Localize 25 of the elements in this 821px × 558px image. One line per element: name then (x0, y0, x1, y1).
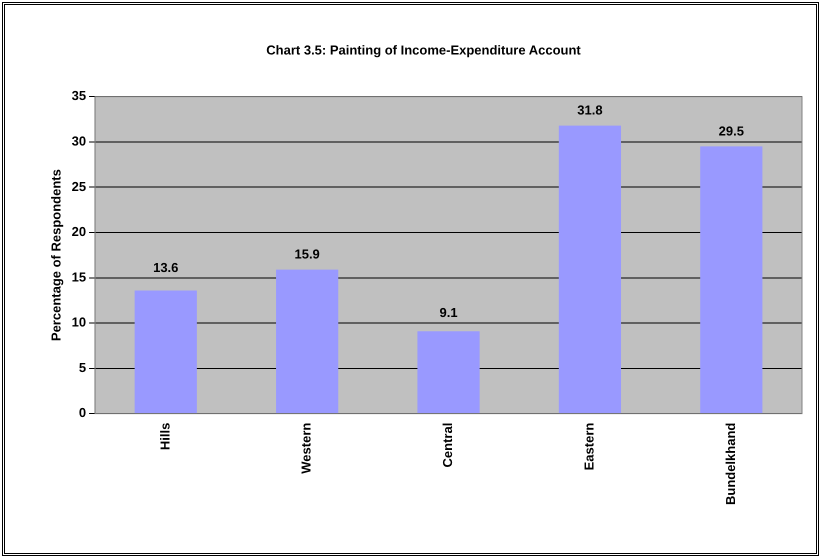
bar (700, 146, 762, 414)
bar (276, 270, 338, 414)
bar (417, 331, 480, 414)
x-tick-label: Central (440, 422, 456, 468)
y-tick-label: 35 (72, 88, 86, 104)
data-label: 31.8 (577, 102, 603, 118)
data-label: 9.1 (439, 305, 458, 320)
x-tick-label: Hills (157, 422, 172, 450)
x-tick-label: Western (298, 422, 314, 474)
x-tick-label: Bundelkhand (722, 422, 738, 506)
data-label: 15.9 (294, 246, 320, 262)
x-tick-label: Eastern (581, 422, 596, 470)
chart-title: Chart 3.5: Painting of Income-Expenditure Account (266, 42, 582, 58)
y-tick-label: 20 (72, 224, 86, 240)
y-tick-label: 10 (72, 314, 86, 330)
y-tick-label: 30 (72, 133, 86, 148)
y-axis-title: Percentage of Respondents (48, 169, 64, 342)
y-tick-label: 15 (72, 269, 86, 284)
y-tick-label: 0 (78, 405, 86, 420)
data-label: 13.6 (153, 260, 178, 275)
data-label: 29.5 (718, 124, 744, 139)
bar (134, 290, 197, 414)
y-tick-label: 5 (78, 360, 86, 375)
y-tick-label: 25 (72, 178, 86, 194)
bar (558, 126, 622, 414)
